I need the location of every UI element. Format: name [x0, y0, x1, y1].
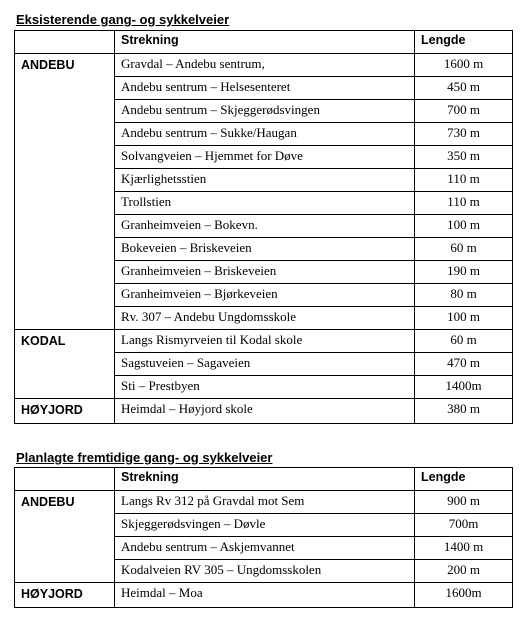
lengde-cell: 1600 m [415, 53, 513, 76]
table2-caption: Planlagte fremtidige gang- og sykkelveie… [16, 450, 512, 466]
lengde-cell: 200 m [415, 560, 513, 583]
strekning-cell: Granheimveien – Bjørkeveien [115, 283, 415, 306]
lengde-cell: 450 m [415, 76, 513, 99]
strekning-cell: Andebu sentrum – Askjemvannet [115, 537, 415, 560]
table-row: HØYJORD Heimdal – Høyjord skole 380 m [15, 398, 513, 423]
lengde-cell: 1400 m [415, 537, 513, 560]
lengde-cell: 110 m [415, 191, 513, 214]
table-row: ANDEBU Langs Rv 312 på Gravdal mot Sem 9… [15, 491, 513, 514]
lengde-cell: 60 m [415, 329, 513, 352]
lengde-cell: 350 m [415, 145, 513, 168]
strekning-cell: Granheimveien – Bokevn. [115, 214, 415, 237]
lengde-cell: 190 m [415, 260, 513, 283]
table1-head-lengde: Lengde [415, 30, 513, 53]
table2: Strekning Lengde ANDEBU Langs Rv 312 på … [14, 467, 513, 608]
strekning-cell: Gravdal – Andebu sentrum, [115, 53, 415, 76]
lengde-cell: 700 m [415, 99, 513, 122]
table1-header-row: Strekning Lengde [15, 30, 513, 53]
lengde-cell: 80 m [415, 283, 513, 306]
lengde-cell: 100 m [415, 214, 513, 237]
table1-head-strekning: Strekning [115, 30, 415, 53]
table-row: ANDEBU Gravdal – Andebu sentrum, 1600 m [15, 53, 513, 76]
strekning-cell: Heimdal – Høyjord skole [115, 398, 415, 423]
area-cell-hoyjord: HØYJORD [15, 398, 115, 423]
table2-head-strekning: Strekning [115, 468, 415, 491]
area-cell-hoyjord-2: HØYJORD [15, 583, 115, 608]
lengde-cell: 60 m [415, 237, 513, 260]
strekning-cell: Andebu sentrum – Sukke/Haugan [115, 122, 415, 145]
strekning-cell: Andebu sentrum – Helsesenteret [115, 76, 415, 99]
lengde-cell: 730 m [415, 122, 513, 145]
area-cell-andebu: ANDEBU [15, 53, 115, 329]
lengde-cell: 700m [415, 514, 513, 537]
table-row: KODAL Langs Rismyrveien til Kodal skole … [15, 329, 513, 352]
lengde-cell: 470 m [415, 352, 513, 375]
strekning-cell: Trollstien [115, 191, 415, 214]
lengde-cell: 110 m [415, 168, 513, 191]
strekning-cell: Solvangveien – Hjemmet for Døve [115, 145, 415, 168]
lengde-cell: 1400m [415, 375, 513, 398]
strekning-cell: Kodalveien RV 305 – Ungdomsskolen [115, 560, 415, 583]
strekning-cell: Andebu sentrum – Skjeggerødsvingen [115, 99, 415, 122]
strekning-cell: Rv. 307 – Andebu Ungdomsskole [115, 306, 415, 329]
strekning-cell: Bokeveien – Briskeveien [115, 237, 415, 260]
table2-head-lengde: Lengde [415, 468, 513, 491]
area-cell-kodal: KODAL [15, 329, 115, 398]
table1-caption: Eksisterende gang- og sykkelveier [16, 12, 512, 28]
strekning-cell: Heimdal – Moa [115, 583, 415, 608]
strekning-cell: Sagstuveien – Sagaveien [115, 352, 415, 375]
strekning-cell: Sti – Prestbyen [115, 375, 415, 398]
table2-header-row: Strekning Lengde [15, 468, 513, 491]
strekning-cell: Kjærlighetsstien [115, 168, 415, 191]
page: Eksisterende gang- og sykkelveier Strekn… [0, 0, 526, 624]
strekning-cell: Langs Rv 312 på Gravdal mot Sem [115, 491, 415, 514]
table1-head-area [15, 30, 115, 53]
table2-head-area [15, 468, 115, 491]
lengde-cell: 1600m [415, 583, 513, 608]
table-row: HØYJORD Heimdal – Moa 1600m [15, 583, 513, 608]
table-spacer [14, 424, 512, 450]
area-cell-andebu-2: ANDEBU [15, 491, 115, 583]
strekning-cell: Granheimveien – Briskeveien [115, 260, 415, 283]
strekning-cell: Skjeggerødsvingen – Døvle [115, 514, 415, 537]
lengde-cell: 900 m [415, 491, 513, 514]
lengde-cell: 100 m [415, 306, 513, 329]
strekning-cell: Langs Rismyrveien til Kodal skole [115, 329, 415, 352]
table1: Strekning Lengde ANDEBU Gravdal – Andebu… [14, 30, 513, 424]
lengde-cell: 380 m [415, 398, 513, 423]
